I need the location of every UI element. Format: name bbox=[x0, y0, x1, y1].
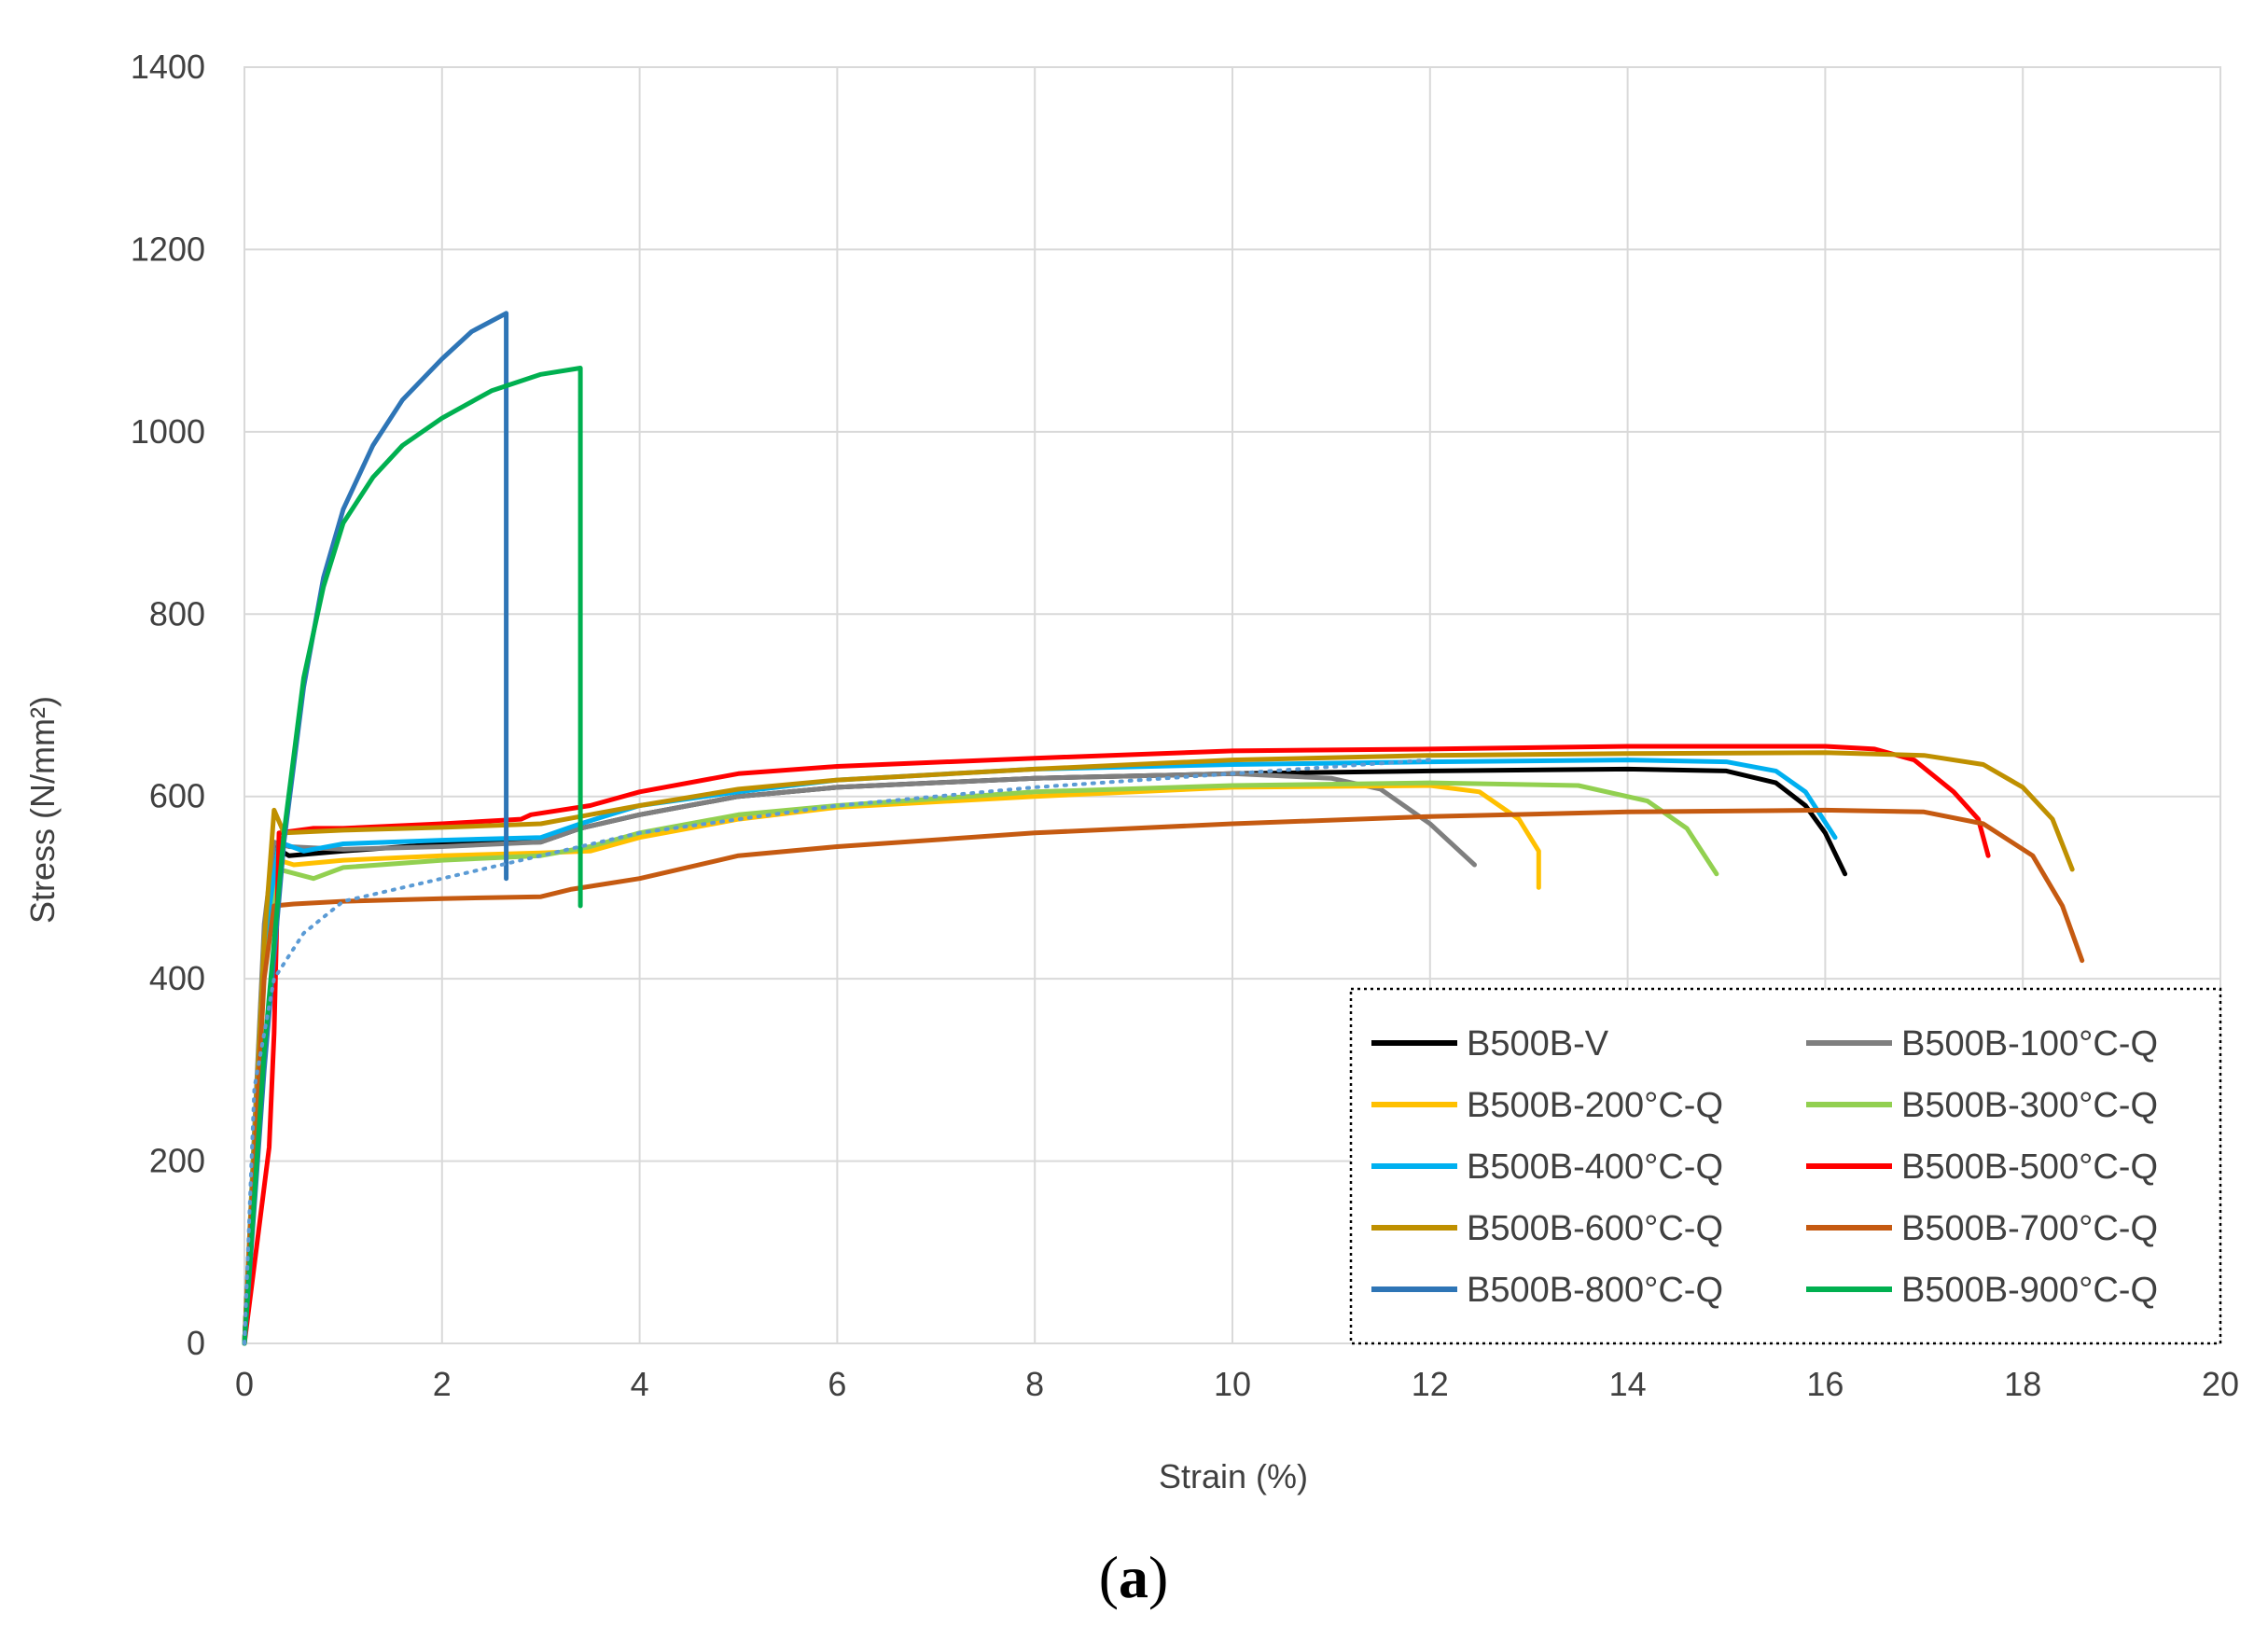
x-tick-label: 10 bbox=[1214, 1365, 1251, 1403]
series-layer bbox=[242, 311, 2085, 1346]
legend-label: B500B-800°C-Q bbox=[1467, 1271, 1723, 1310]
x-tick-label: 18 bbox=[2004, 1365, 2041, 1403]
legend-label: B500B-600°C-Q bbox=[1467, 1209, 1723, 1248]
legend-label: B500B-400°C-Q bbox=[1467, 1147, 1723, 1187]
y-tick-label: 400 bbox=[149, 959, 205, 997]
caption-close-paren: ) bbox=[1148, 1544, 1168, 1610]
plot-area-border bbox=[243, 66, 2221, 1344]
legend-label: B500B-900°C-Q bbox=[1901, 1271, 2158, 1310]
x-tick-label: 14 bbox=[1609, 1365, 1647, 1403]
y-axis-ticks: 0 200 400 600 800 1000 1200 1400 bbox=[131, 48, 205, 1362]
series-line bbox=[243, 758, 1432, 1345]
x-tick-label: 6 bbox=[828, 1365, 846, 1403]
x-tick-label: 16 bbox=[1806, 1365, 1844, 1403]
legend-label: B500B-100°C-Q bbox=[1901, 1024, 2158, 1064]
caption-letter: a bbox=[1119, 1544, 1148, 1610]
x-axis-label: Strain (%) bbox=[1159, 1457, 1308, 1495]
legend-label: B500B-300°C-Q bbox=[1901, 1086, 2158, 1125]
legend-label: B500B-500°C-Q bbox=[1901, 1147, 2158, 1187]
caption-open-paren: ( bbox=[1099, 1544, 1119, 1610]
y-tick-label: 1400 bbox=[131, 48, 205, 86]
series-line bbox=[242, 758, 1838, 1346]
legend-box bbox=[1349, 987, 2222, 1345]
series-line bbox=[242, 783, 1541, 1346]
series-line bbox=[242, 750, 2075, 1346]
x-tick-label: 8 bbox=[1025, 1365, 1044, 1403]
legend-label: B500B-700°C-Q bbox=[1901, 1209, 2158, 1248]
y-tick-label: 0 bbox=[187, 1324, 205, 1362]
series-line bbox=[242, 780, 1719, 1346]
y-tick-label: 1200 bbox=[131, 229, 205, 268]
x-tick-label: 20 bbox=[2202, 1365, 2239, 1403]
legend-label: B500B-200°C-Q bbox=[1467, 1086, 1723, 1125]
y-tick-label: 600 bbox=[149, 777, 205, 815]
y-axis-label: Stress (N/mm²) bbox=[23, 696, 62, 924]
x-tick-label: 2 bbox=[433, 1365, 452, 1403]
x-axis-ticks: 0 2 4 6 8 10 12 14 16 18 20 bbox=[235, 1365, 2239, 1403]
series-line bbox=[242, 366, 583, 1346]
figure-caption: (a) bbox=[1099, 1544, 1169, 1610]
y-tick-label: 200 bbox=[149, 1142, 205, 1180]
legend-label: B500B-V bbox=[1467, 1024, 1609, 1064]
x-tick-label: 0 bbox=[235, 1365, 254, 1403]
y-tick-label: 800 bbox=[149, 594, 205, 633]
y-tick-label: 1000 bbox=[131, 412, 205, 451]
series-line bbox=[242, 807, 2085, 1346]
x-tick-label: 12 bbox=[1412, 1365, 1449, 1403]
legend: B500B-V B500B-100°C-Q B500B-200°C-Q B500B-3… bbox=[1349, 987, 2222, 1345]
x-tick-label: 4 bbox=[631, 1365, 649, 1403]
